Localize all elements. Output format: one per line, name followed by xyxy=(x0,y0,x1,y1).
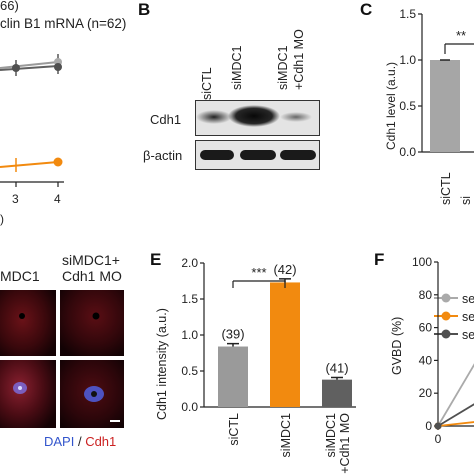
panel-f-y-tick-label: 0 xyxy=(425,419,432,433)
panel-a-line-orange xyxy=(0,161,59,168)
band-actin-lane3 xyxy=(280,150,316,160)
legend-sep: / xyxy=(74,434,86,449)
panel-f-point xyxy=(434,422,442,430)
panel-e-bar xyxy=(322,379,352,407)
panel-e-y-tick-label: 0.0 xyxy=(181,400,198,414)
panel-e-y-tick-label: 1.0 xyxy=(181,328,198,342)
panel-f-legend-marker xyxy=(441,293,451,303)
panel-f-legend-marker xyxy=(441,329,451,339)
panel-d-legend: DAPI / Cdh1 xyxy=(44,434,116,449)
panel-f-series-line xyxy=(437,403,474,427)
panel-f-legend-label: se xyxy=(462,292,474,306)
panel-c-letter: C xyxy=(360,0,373,19)
panel-a-legend-top: 66) xyxy=(0,0,19,13)
panel-e-plot: 0.0 0.5 1.0 1.5 2.0 (39) siCTL (42) siMDC1 (41) si… xyxy=(181,256,356,474)
panel-c-y-tick-label: 0.0 xyxy=(399,145,416,159)
panel-d-col2-line1: siMDC1+ xyxy=(62,252,120,268)
panel-f-y-tick-label: 100 xyxy=(412,255,432,269)
panel-c-plot: 0.0 0.5 1.0 1.5 ** siCTL si xyxy=(399,7,474,205)
panel-a-point xyxy=(54,63,62,71)
panel-e-bar xyxy=(218,346,248,407)
band-cdh1-lane3 xyxy=(280,112,312,122)
panel-c-y-tick-label: 1.0 xyxy=(399,53,416,67)
panel-a-line-dark xyxy=(0,65,59,71)
blot-cdh1 xyxy=(195,100,320,136)
panel-e-y-tick-label: 2.0 xyxy=(181,256,198,270)
panel-f-legend-marker xyxy=(441,311,451,321)
micrograph-svg xyxy=(0,290,56,356)
band-cdh1-lane2 xyxy=(228,105,280,127)
panel-f-x-tick-label: 0 xyxy=(435,432,442,446)
panel-c-x-label: siCTL xyxy=(439,172,453,205)
panel-d-col1-label: MDC1 xyxy=(0,268,40,284)
panel-f-y-tick-label: 40 xyxy=(419,353,433,367)
panel-f-letter: F xyxy=(374,250,385,269)
panel-e-bar xyxy=(270,282,300,407)
blot-actin-bands xyxy=(200,150,316,160)
panel-f-y-tick-label: 60 xyxy=(419,321,433,335)
micrograph-svg xyxy=(0,360,56,428)
lane-label-3-line1: siMDC1 xyxy=(276,45,290,90)
panel-f-series-line xyxy=(437,363,474,427)
panel-e-n-label: (42) xyxy=(273,262,296,277)
panel-f-legend-label: se xyxy=(462,328,474,342)
panel-a-x-tick-label: 3 xyxy=(12,192,19,206)
panel-e-sig: *** xyxy=(251,265,266,280)
panel-a-point xyxy=(12,64,20,72)
panel-f-legend-label: se xyxy=(462,310,474,324)
panel-f-ylabel: GVBD (%) xyxy=(390,316,404,375)
panel-e-letter: E xyxy=(150,250,162,269)
band-cdh1-lane1 xyxy=(196,110,232,124)
panel-e-n-label: (39) xyxy=(221,327,244,342)
micrograph-svg xyxy=(60,290,124,356)
micrograph-simdc1-merge xyxy=(0,360,56,428)
band-actin-lane2 xyxy=(240,150,276,160)
panel-a-cut-label: ) xyxy=(0,212,4,226)
lane-label-3-line2: +Cdh1 MO xyxy=(292,29,306,90)
panel-e-y-tick-label: 0.5 xyxy=(181,364,198,378)
panel-e-n-label: (41) xyxy=(325,360,348,375)
panel-c-x-label: si xyxy=(459,196,473,205)
panel-f-series-line xyxy=(437,421,474,427)
panel-c-y-tick-label: 0.5 xyxy=(399,99,416,113)
legend-cdh1: Cdh1 xyxy=(85,434,117,449)
panel-d-col2-line2: Cdh1 MO xyxy=(62,268,122,284)
panel-e-x-label: +Cdh1 MO xyxy=(338,413,352,474)
panel-e-y-tick-label: 1.5 xyxy=(181,292,198,306)
micrograph-simdc1-cdh1 xyxy=(0,290,56,356)
legend-dapi: DAPI xyxy=(44,434,75,449)
blot-row-label-actin: β-actin xyxy=(143,148,183,163)
panel-a-point xyxy=(53,157,63,167)
panel-c-y-tick-label: 1.5 xyxy=(399,7,416,21)
panel-a-line-gray xyxy=(0,61,59,69)
micrograph-mo-cdh1 xyxy=(60,290,124,356)
panel-e-x-label: siCTL xyxy=(227,413,241,446)
blot-actin xyxy=(195,140,320,170)
panel-a-x-tick-label: 4 xyxy=(54,192,61,206)
panel-e-ylabel: Cdh1 intensity (a.u.) xyxy=(155,308,169,420)
lane-label-2-text: siMDC1 xyxy=(230,45,244,90)
panel-f-y-tick-label: 80 xyxy=(419,288,433,302)
panel-c-sig: ** xyxy=(456,28,466,43)
panel-c-bar xyxy=(430,60,460,152)
blot-cdh1-bands xyxy=(196,105,312,127)
micrograph-mo-merge xyxy=(60,360,124,428)
lane-label-1: siCTL xyxy=(198,62,224,102)
panel-e-x-label: siMDC1 xyxy=(279,413,293,457)
panel-f-plot: sesese02040608010002 xyxy=(412,255,474,446)
panel-e-x-label: siMDC1 xyxy=(324,413,338,457)
band-actin-lane1 xyxy=(200,150,234,160)
panel-a-plot xyxy=(0,54,64,187)
panel-b-letter: B xyxy=(138,0,151,19)
blot-row-label-cdh1: Cdh1 xyxy=(150,112,182,127)
lane-label-1-text: siCTL xyxy=(200,67,214,100)
panel-a-legend-item: clin B1 mRNA (n=62) xyxy=(0,16,127,31)
panel-f-y-tick-label: 20 xyxy=(419,386,433,400)
micrograph-svg xyxy=(60,360,124,428)
